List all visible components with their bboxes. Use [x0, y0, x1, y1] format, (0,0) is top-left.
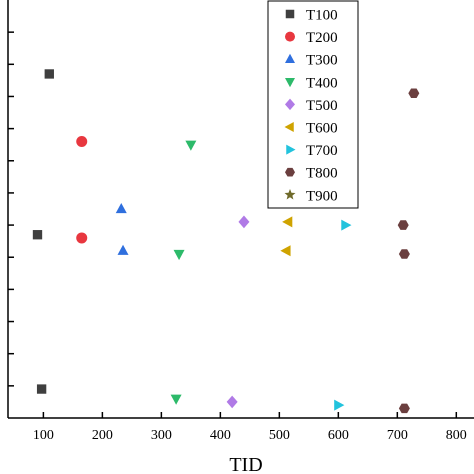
x-tick-label: 300	[151, 428, 172, 443]
data-point-t100	[36, 384, 47, 394]
x-tick-label: 200	[92, 428, 113, 443]
legend-label-t400: T400	[306, 75, 338, 91]
data-point-t700	[341, 219, 352, 231]
legend-marker-t700	[286, 144, 296, 155]
x-tick-label: 500	[269, 428, 290, 443]
legend-label-t600: T600	[306, 121, 338, 137]
legend-label-t900: T900	[306, 188, 338, 204]
data-point-t100	[44, 69, 54, 79]
legend-label-t300: T300	[306, 53, 338, 69]
data-point-t800	[398, 249, 410, 259]
data-point-t500	[226, 395, 238, 409]
data-point-t600	[280, 245, 291, 257]
legend-marker-t100	[285, 9, 295, 19]
data-point-t800	[397, 220, 409, 230]
x-tick-label: 400	[210, 428, 231, 443]
x-tick-label: 700	[387, 428, 408, 443]
legend-marker-t200	[285, 31, 295, 42]
data-point-t800	[408, 88, 420, 99]
data-points	[32, 69, 420, 414]
legend-marker-t500	[285, 98, 295, 111]
data-point-t800	[398, 403, 410, 414]
data-point-t100	[32, 230, 43, 240]
x-tick-label: 800	[446, 428, 467, 443]
data-point-t400	[173, 249, 185, 261]
legend-label-t800: T800	[306, 166, 338, 182]
legend-marker-t800	[285, 167, 295, 177]
legend-marker-t600	[284, 122, 294, 132]
data-point-t500	[238, 215, 250, 229]
data-point-t400	[185, 140, 197, 151]
legend-label-t100: T100	[306, 8, 338, 24]
data-point-t200	[76, 232, 88, 244]
legend-marker-t300	[285, 53, 295, 63]
legend-marker-t400	[285, 78, 295, 88]
data-point-t700	[334, 399, 345, 411]
legend-marker-t900	[284, 189, 296, 200]
legend-label-t200: T200	[306, 30, 338, 46]
axes: 100 200 300 400 500 600 700 800 TID	[7, 0, 474, 474]
x-axis-title: TID	[229, 454, 262, 474]
legend-label-t500: T500	[306, 98, 338, 114]
legend-label-t700: T700	[306, 143, 338, 159]
legend-box	[267, 0, 359, 209]
data-point-t400	[170, 394, 182, 405]
data-point-t300	[117, 244, 129, 255]
x-tick-label: 600	[328, 428, 349, 443]
x-tick-label: 100	[33, 428, 54, 443]
legend: T100 T200 T300 T400 T500 T600 T700 T800 T900	[267, 0, 359, 209]
data-point-t300	[115, 202, 127, 214]
data-point-t200	[76, 135, 88, 147]
data-point-t600	[282, 216, 293, 228]
